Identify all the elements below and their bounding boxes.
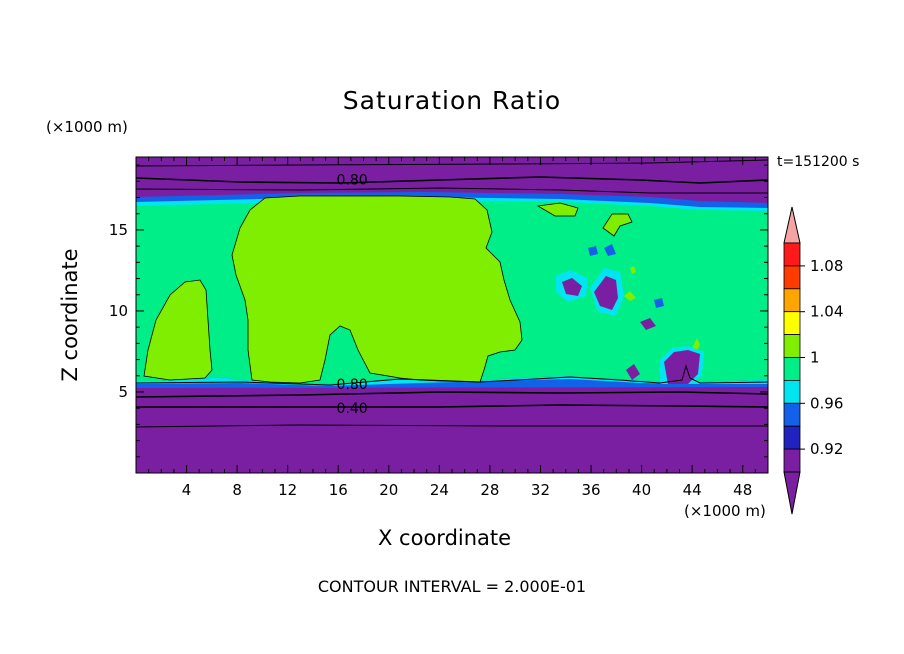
field-blue-pocket (604, 244, 616, 256)
contour-interval-note: CONTOUR INTERVAL = 2.000E-01 (317, 577, 587, 596)
field-purple-pocket (562, 278, 582, 296)
field-cyan-band-bottom (136, 365, 768, 386)
colorbar-arrow-bottom (783, 471, 801, 515)
field-blue-pocket (588, 246, 598, 256)
x-tick-label: 48 (733, 481, 752, 499)
contour-line (136, 391, 768, 398)
contour-line (136, 364, 768, 386)
colorbar-tick-label: 1 (810, 349, 820, 367)
y-axis-ticks: 5 10 15 (109, 164, 768, 458)
contour-line (136, 187, 768, 194)
x-tick-label: 12 (278, 481, 297, 499)
x-tick-label: 8 (232, 481, 242, 499)
field-purple-pocket (626, 364, 640, 380)
colorbar-tick-label: 1.08 (810, 257, 843, 275)
colorbar-swatch (783, 265, 801, 290)
x-axis-unit: (×1000 m) (684, 502, 766, 520)
colorbar-swatch (783, 379, 801, 404)
x-tick-label: 32 (531, 481, 550, 499)
colorbar-swatch (783, 242, 801, 267)
colorbar-tick-label: 0.96 (810, 394, 843, 412)
colorbar-tick-label: 0.92 (810, 440, 843, 458)
colorbar-swatch (783, 311, 801, 336)
chart-title: Saturation Ratio (342, 86, 562, 115)
contour-label: 0.40 (337, 401, 368, 417)
x-tick-label: 28 (480, 481, 499, 499)
colorbar-swatch (783, 402, 801, 427)
field-lime-patch (624, 291, 636, 301)
time-label: t=151200 s (777, 154, 860, 170)
x-axis-label: X coordinate (378, 526, 512, 550)
contour-label: 0.80 (337, 377, 368, 393)
field-purple-pocket (594, 276, 618, 310)
contour-labels: 0.80 0.80 0.40 (337, 173, 368, 417)
contour-line (136, 404, 768, 408)
contour-line (136, 424, 768, 428)
x-tick-label: 4 (182, 481, 192, 499)
y-tick-label: 15 (109, 221, 128, 239)
x-axis-ticks: 4 8 12 16 20 24 28 32 36 40 44 48 (148, 157, 756, 499)
contour-line (136, 159, 768, 167)
colorbar-swatch (783, 288, 801, 313)
colorbar-swatch (783, 425, 801, 450)
x-tick-label: 16 (329, 481, 348, 499)
x-tick-label: 20 (379, 481, 398, 499)
colorbar-swatch (783, 357, 801, 381)
field-blue-band-bottom (136, 379, 768, 388)
y-tick-label: 10 (109, 302, 128, 320)
contour-field (136, 157, 768, 473)
field-lime-patch (630, 266, 636, 274)
y-axis-unit: (×1000 m) (46, 118, 128, 136)
contour-label: 0.80 (337, 173, 368, 189)
x-tick-label: 44 (683, 481, 702, 499)
colorbar-swatch (783, 448, 801, 473)
field-blue-pocket (654, 298, 664, 308)
field-lime-left (143, 279, 213, 381)
field-lime-patch (602, 213, 633, 237)
field-lime-patch (536, 202, 579, 217)
contour-line (136, 176, 768, 184)
colorbar: 1.08 1.04 1 0.96 0.92 (783, 206, 843, 515)
colorbar-arrow-top (783, 206, 801, 244)
x-tick-label: 36 (581, 481, 600, 499)
field-purple-pocket (664, 350, 700, 384)
colorbar-tick-label: 1.04 (810, 303, 843, 321)
x-tick-label: 40 (632, 481, 651, 499)
field-lime-main (231, 195, 523, 384)
colorbar-swatch (783, 334, 801, 358)
x-tick-label: 24 (430, 481, 449, 499)
y-tick-label: 5 (118, 383, 128, 401)
field-purple-pocket (640, 318, 656, 330)
